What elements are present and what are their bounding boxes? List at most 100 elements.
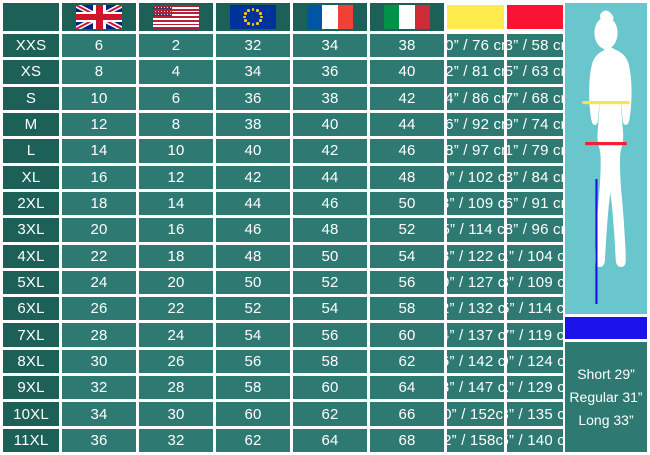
waist-measurement: 23” / 58 cm [506, 34, 563, 58]
waist-measurement: 51” / 129 cm [506, 376, 563, 400]
uk-size-value: 26 [62, 297, 136, 321]
it-size-value: 66 [370, 402, 444, 426]
bust-header [447, 3, 504, 31]
size-label: 6XL [3, 297, 59, 321]
table-row: XS8434364032” / 81 cm25” / 63 cm [3, 60, 563, 84]
fr-size-value: 56 [293, 323, 367, 347]
fr-size-value: 44 [293, 165, 367, 189]
eu-size-value: 62 [216, 428, 290, 452]
bust-measurement: 50” / 127 cm [447, 270, 504, 295]
it-size-value: 64 [370, 376, 444, 400]
fr-size-value: 62 [293, 402, 367, 426]
waist-measurement: 49” / 124 cm [506, 349, 563, 374]
uk-flag-header [62, 3, 136, 31]
eu-size-value: 32 [216, 34, 290, 58]
it-size-value: 38 [370, 34, 444, 58]
it-size-value: 54 [370, 244, 444, 268]
bust-measurement: 52” / 132 cm [447, 297, 504, 321]
waist-measurement: 27” / 68 cm [506, 86, 563, 110]
eu-size-value: 58 [216, 376, 290, 400]
inseam-legend: Short 29” Regular 31” Long 33” [565, 342, 647, 452]
uk-size-value: 8 [62, 60, 136, 84]
uk-size-value: 10 [62, 86, 136, 110]
it-size-value: 62 [370, 349, 444, 374]
waist-measurement: 29” / 74 cm [506, 112, 563, 137]
size-label: 11XL [3, 428, 59, 452]
us-size-value: 14 [139, 191, 213, 216]
eu-flag-icon [230, 5, 276, 29]
table-row: XXS6232343830” / 76 cm23” / 58 cm [3, 34, 563, 58]
inseam-legend-short: Short 29” [577, 366, 635, 382]
fr-size-value: 34 [293, 34, 367, 58]
bust-measurement: 60” / 152cm [447, 402, 504, 426]
table-row: XL161242444840” / 102 cm33” / 84 cm [3, 165, 563, 189]
fr-size-value: 46 [293, 191, 367, 216]
size-label: 7XL [3, 323, 59, 347]
size-header [3, 3, 59, 31]
waist-measurement: 25” / 63 cm [506, 60, 563, 84]
bust-measurement: 48” / 122 cm [447, 244, 504, 268]
table-row: 2XL181444465043” / 109 cm36” / 91 cm [3, 191, 563, 216]
uk-size-value: 28 [62, 323, 136, 347]
us-size-value: 4 [139, 60, 213, 84]
it-size-value: 42 [370, 86, 444, 110]
fr-size-value: 36 [293, 60, 367, 84]
table-row: 7XL282454566054” / 137 cm47” / 119 cm [3, 323, 563, 347]
waist-measurement: 41” / 104 cm [506, 244, 563, 268]
uk-size-value: 32 [62, 376, 136, 400]
us-flag-icon [153, 5, 199, 29]
it-size-value: 48 [370, 165, 444, 189]
eu-flag-header [216, 3, 290, 31]
fr-size-value: 52 [293, 270, 367, 295]
uk-size-value: 22 [62, 244, 136, 268]
uk-size-value: 36 [62, 428, 136, 452]
bust-measurement: 34” / 86 cm [447, 86, 504, 110]
waist-measurement: 38” / 96 cm [506, 218, 563, 242]
fr-flag-header [293, 3, 367, 31]
eu-size-value: 56 [216, 349, 290, 374]
bust-measurement: 40” / 102 cm [447, 165, 504, 189]
us-size-value: 8 [139, 112, 213, 137]
fr-size-value: 42 [293, 139, 367, 163]
fr-size-value: 48 [293, 218, 367, 242]
us-flag-header [139, 3, 213, 31]
us-size-value: 2 [139, 34, 213, 58]
bust-measurement: 32” / 81 cm [447, 60, 504, 84]
bust-measurement: 45” / 114 cm [447, 218, 504, 242]
eu-size-value: 34 [216, 60, 290, 84]
france-flag-icon [307, 5, 353, 29]
table-row: 5XL242050525650” / 127 cm43” / 109 cm [3, 270, 563, 295]
bust-measurement: 62” / 158cm [447, 428, 504, 452]
it-size-value: 58 [370, 297, 444, 321]
bust-measurement: 56” / 142 cm [447, 349, 504, 374]
eu-size-value: 60 [216, 402, 290, 426]
size-label: 9XL [3, 376, 59, 400]
uk-size-value: 6 [62, 34, 136, 58]
waist-measurement: 55” / 140 cm [506, 428, 563, 452]
uk-size-value: 18 [62, 191, 136, 216]
italy-flag-icon [384, 5, 430, 29]
it-size-value: 56 [370, 270, 444, 295]
us-size-value: 16 [139, 218, 213, 242]
fr-size-value: 38 [293, 86, 367, 110]
uk-size-value: 30 [62, 349, 136, 374]
size-label: 5XL [3, 270, 59, 295]
size-label: 4XL [3, 244, 59, 268]
side-panel: Short 29” Regular 31” Long 33” [565, 0, 650, 455]
red-bar-icon [506, 5, 563, 29]
waist-measurement: 33” / 84 cm [506, 165, 563, 189]
size-label: 2XL [3, 191, 59, 216]
waist-measurement: 45” / 114 cm [506, 297, 563, 321]
uk-size-value: 24 [62, 270, 136, 295]
table-row: 4XL221848505448” / 122 cm41” / 104 cm [3, 244, 563, 268]
table-row: 3XL201646485245” / 114 cm38” / 96 cm [3, 218, 563, 242]
size-label: XL [3, 165, 59, 189]
waist-measurement: 53” / 135 cm [506, 402, 563, 426]
it-size-value: 60 [370, 323, 444, 347]
us-size-value: 28 [139, 376, 213, 400]
fr-size-value: 54 [293, 297, 367, 321]
us-size-value: 24 [139, 323, 213, 347]
us-size-value: 32 [139, 428, 213, 452]
fr-size-value: 64 [293, 428, 367, 452]
